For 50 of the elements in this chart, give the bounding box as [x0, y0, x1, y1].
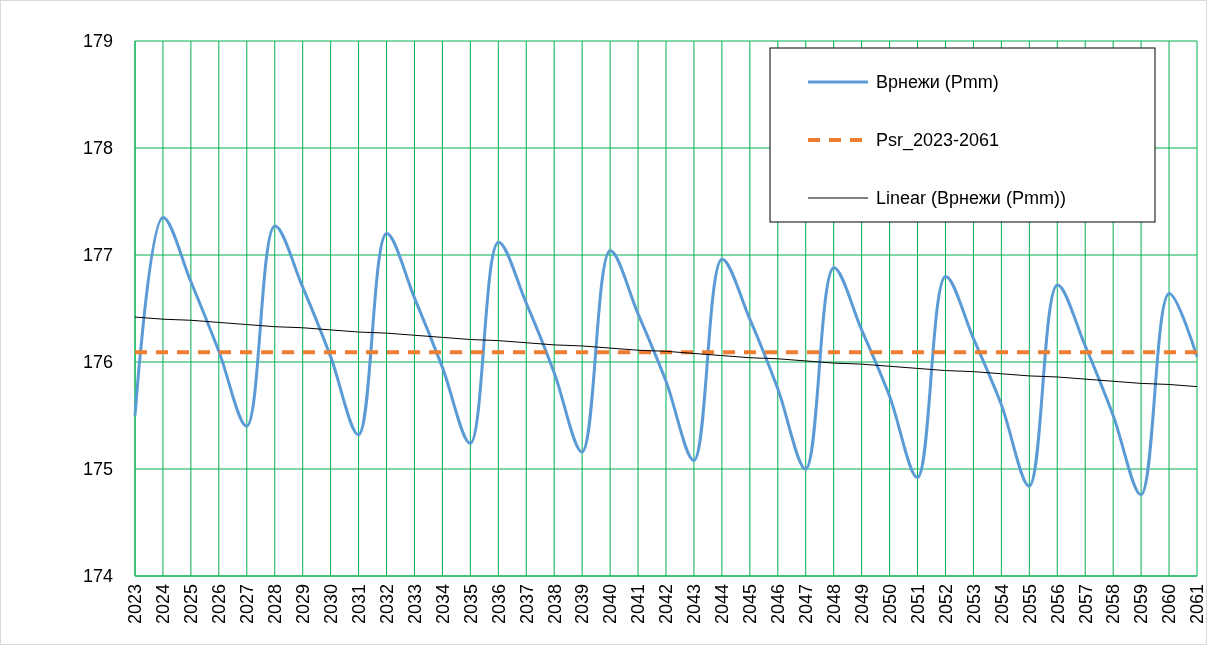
x-tick-label: 2054 [991, 584, 1012, 625]
x-tick-label: 2026 [209, 584, 230, 625]
x-tick-label: 2036 [488, 584, 509, 625]
line-series [133, 216, 1199, 497]
x-tick-label: 2049 [851, 584, 872, 625]
x-tick-label: 2052 [935, 584, 956, 625]
legend-label: Врнежи (Pmm) [876, 72, 999, 93]
x-tick-label: 2060 [1159, 584, 1180, 625]
x-tick-label: 2061 [1187, 584, 1207, 625]
x-tick-label: 2023 [125, 584, 146, 625]
x-tick-label: 2028 [265, 584, 286, 625]
x-tick-label: 2059 [1131, 584, 1152, 625]
x-tick-label: 2058 [1103, 584, 1124, 625]
x-tick-label: 2037 [516, 584, 537, 625]
x-tick-label: 2032 [376, 584, 397, 625]
y-tick-label: 176 [82, 352, 113, 373]
x-tick-label: 2041 [628, 584, 649, 625]
x-tick-label: 2033 [404, 584, 425, 625]
x-tick-label: 2055 [1019, 584, 1040, 625]
x-tick-label: 2045 [740, 584, 761, 625]
x-tick-label: 2042 [656, 584, 677, 625]
x-tick-label: 2053 [963, 584, 984, 625]
x-tick-label: 2024 [153, 584, 174, 625]
x-tick-label: 2047 [796, 584, 817, 625]
x-tick-label: 2030 [320, 584, 341, 625]
x-tick-label: 2050 [879, 584, 900, 625]
x-tick-label: 2040 [600, 584, 621, 625]
x-tick-label: 2035 [460, 584, 481, 625]
y-tick-label: 179 [82, 31, 113, 52]
x-tick-label: 2039 [572, 584, 593, 625]
legend-label: Psr_2023-2061 [876, 130, 1000, 152]
x-tick-label: 2029 [292, 584, 313, 625]
x-tick-label: 2056 [1047, 584, 1068, 625]
legend-label: Linear (Врнежи (Pmm)) [876, 188, 1066, 209]
x-tick-label: 2044 [712, 584, 733, 625]
x-tick-label: 2051 [907, 584, 928, 625]
x-tick-label: 2034 [432, 584, 453, 625]
x-tick-label: 2025 [181, 584, 202, 625]
x-tick-label: 2057 [1075, 584, 1096, 625]
x-tick-label: 2043 [684, 584, 705, 625]
x-tick-label: 2046 [768, 584, 789, 625]
y-tick-label: 174 [82, 566, 113, 587]
y-tick-label: 178 [82, 138, 113, 159]
x-tick-label: 2031 [348, 584, 369, 625]
line-series [134, 316, 1198, 388]
y-tick-label: 175 [82, 459, 113, 480]
y-tick-label: 177 [82, 245, 113, 266]
x-tick-label: 2038 [544, 584, 565, 625]
x-tick-label: 2048 [823, 584, 844, 625]
x-tick-label: 2027 [237, 584, 258, 625]
